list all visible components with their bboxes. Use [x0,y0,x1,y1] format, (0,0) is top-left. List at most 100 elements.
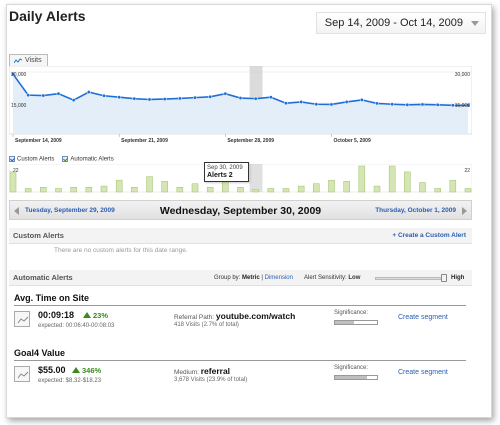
alert-bar [449,179,457,193]
alert-bar [100,185,108,193]
page-title: Daily Alerts [9,8,86,24]
significance-label: Significance: [334,310,369,316]
legend-custom-alerts[interactable]: Custom Alerts [9,155,55,163]
visits-point [56,91,61,96]
group-by-dimension-link[interactable]: Dimension [264,275,293,281]
dimension-value: referral [200,366,231,376]
arrow-right-icon[interactable] [462,207,467,215]
visits-line-chart: 30,000 30,000 15,000 15,000 September 14, 20… [9,66,472,144]
alert-bar [373,185,381,193]
metric-title: Goal4 Value [14,348,66,358]
visits-point [253,96,258,101]
visits-point [11,72,15,77]
divider [14,360,466,361]
alert-bar [9,171,17,193]
next-day-link[interactable]: Thursday, October 1, 2009 [375,207,456,214]
metric-visits: 3,678 Visits (23.9% of total) [174,377,248,383]
metric-row: $55.00 346% expected: $8.32-$18.23 Mediu… [14,363,466,393]
dimension-label: Referral Path: [174,314,215,321]
arrow-left-icon[interactable] [14,207,19,215]
arrow-up-icon [72,367,80,373]
significance-bar [334,375,378,380]
alert-bar [70,187,77,193]
x-tick-label: September 28, 2009 [227,138,274,144]
alert-bar [146,176,153,193]
visits-point [132,96,137,101]
alert-bar [297,185,305,193]
sensitivity-high: High [451,275,465,281]
visits-point [314,102,319,107]
checkbox-custom-alerts[interactable] [9,155,15,162]
create-segment-link[interactable]: Create segment [398,314,448,321]
visits-point [117,95,122,100]
alert-bar [40,187,47,193]
group-by-label: Group by: [214,275,241,281]
alert-bar [282,188,290,193]
alert-bar [237,187,244,193]
visits-point [450,103,455,108]
dimension-label: Medium: [174,369,199,376]
alert-bar [131,187,138,193]
alert-bar [55,188,62,193]
tooltip-date: Sep 30, 2009 [207,165,243,171]
visits-point [390,102,395,107]
significance-fill [335,321,354,324]
metric-change-value: 23% [93,311,109,320]
chart-tooltip: Sep 30, 2009 Alerts 2 [204,162,249,182]
sensitivity-slider[interactable] [375,277,447,280]
legend-auto-label: Automatic Alerts [70,156,114,163]
visits-point [435,102,440,107]
metric-value: 00:09:18 [38,310,75,320]
metric-dimension: Medium: referral [174,366,230,376]
alert-bar [267,188,275,193]
dimension-value: youtube.com/watch [215,311,296,321]
metric-expected: expected: 00:06:40-00:08:03 [38,323,115,329]
y-tick-label: 30,000 [455,72,471,78]
sensitivity-text: Alert Sensitivity: [304,275,347,281]
significance-fill [335,376,367,379]
legend-automatic-alerts[interactable]: Automatic Alerts [62,155,114,163]
bar-max-label: 22 [13,168,19,174]
sensitivity-low: Low [348,275,361,281]
group-by-metric[interactable]: Metric [242,275,260,281]
metric-change: 346% [72,366,101,375]
alert-bar [24,188,32,193]
custom-alerts-header: Custom Alerts + Create a Custom Alert [9,228,472,244]
legend-custom-label: Custom Alerts [17,156,55,163]
visits-point [162,97,167,102]
visits-point [147,97,152,102]
alert-bar [434,188,441,193]
checkbox-automatic-alerts[interactable] [62,155,69,162]
metric-value: $55.00 [38,365,66,375]
visits-point [299,100,304,104]
create-custom-alert-link[interactable]: + Create a Custom Alert [392,232,466,239]
visits-point [208,94,213,99]
prev-day-link[interactable]: Tuesday, September 29, 2009 [25,207,115,214]
alert-bar [358,165,366,193]
sensitivity-slider-handle[interactable] [441,274,447,282]
sparkline-icon[interactable] [14,366,30,382]
significance-label: Significance: [334,365,369,371]
visits-point [223,91,228,96]
metric-expected: expected: $8.32-$18.23 [38,378,102,384]
sparkline-icon[interactable] [14,311,30,327]
visits-point [102,93,106,98]
visits-point [375,101,379,106]
alert-bar [161,181,168,193]
metric-row: 00:09:18 23% expected: 00:06:40-00:08:03… [14,308,466,338]
sensitivity-label: Alert Sensitivity: Low [304,270,360,286]
visits-point [86,90,91,94]
alert-bar [115,179,123,193]
visits-chart[interactable]: 30,000 30,000 15,000 15,000 September 14, 20… [9,66,472,156]
metric-title: Avg. Time on Site [14,293,90,303]
create-segment-link[interactable]: Create segment [398,369,448,376]
chevron-down-icon [471,21,479,26]
visits-point [238,96,243,100]
metric-visits: 418 Visits (2.7% of total) [174,322,239,328]
day-navigator: Tuesday, September 29, 2009 Wednesday, S… [9,200,472,220]
alert-bar [388,165,396,193]
date-range-selector[interactable]: Sep 14, 2009 - Oct 14, 2009 [315,12,486,34]
alert-bar [464,188,472,193]
visits-tab[interactable]: Visits [9,54,48,66]
highlight-band [249,164,263,192]
